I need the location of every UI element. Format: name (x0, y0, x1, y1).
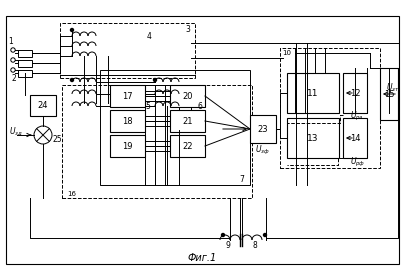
Text: $U_{рф}$: $U_{рф}$ (350, 155, 365, 168)
Text: 10: 10 (283, 50, 292, 56)
Text: $U_{рa}$: $U_{рa}$ (350, 110, 364, 123)
Text: 2: 2 (11, 73, 16, 83)
Bar (287, 73, 339, 113)
Text: 24: 24 (38, 101, 48, 110)
Text: $U_{зф}$: $U_{зф}$ (255, 143, 270, 157)
Bar (170, 135, 205, 157)
Text: 1: 1 (9, 36, 13, 46)
Circle shape (222, 234, 224, 237)
Text: 8: 8 (253, 242, 257, 250)
Circle shape (70, 78, 73, 81)
Text: Фиг.1: Фиг.1 (188, 253, 217, 263)
Text: $U_{зд}$: $U_{зд}$ (9, 126, 23, 138)
Text: 5: 5 (145, 101, 150, 110)
Circle shape (70, 29, 73, 31)
Text: 12: 12 (350, 88, 360, 98)
Text: 14: 14 (350, 133, 360, 143)
Text: 7: 7 (240, 175, 245, 185)
Bar (170, 85, 205, 107)
Bar (100, 70, 250, 185)
Bar (18, 49, 32, 56)
Circle shape (153, 78, 156, 81)
Bar (62, 85, 252, 198)
Text: 17: 17 (122, 91, 133, 101)
Bar (60, 23, 195, 78)
Text: 11: 11 (307, 88, 319, 98)
Text: 25: 25 (52, 135, 62, 143)
Text: 6: 6 (198, 101, 202, 110)
Text: 4: 4 (147, 31, 151, 41)
Text: 13: 13 (307, 133, 319, 143)
Bar (280, 48, 380, 168)
Bar (110, 85, 145, 107)
Text: 21: 21 (182, 116, 193, 125)
Bar (170, 110, 205, 132)
Text: 19: 19 (122, 142, 133, 150)
Text: 9: 9 (226, 242, 230, 250)
Text: 23: 23 (258, 125, 268, 133)
Bar (343, 73, 367, 113)
Text: 18: 18 (122, 116, 133, 125)
Bar (287, 118, 339, 158)
Text: 22: 22 (182, 142, 193, 150)
Text: 16: 16 (68, 191, 77, 197)
Text: $U_{зт}$: $U_{зт}$ (386, 82, 400, 94)
Bar (343, 118, 367, 158)
Text: 15: 15 (384, 90, 394, 98)
Bar (6, 16, 399, 264)
Bar (110, 135, 145, 157)
Bar (250, 115, 276, 143)
Text: 20: 20 (182, 91, 193, 101)
Circle shape (264, 234, 266, 237)
Bar (18, 59, 32, 66)
Bar (380, 68, 398, 120)
Bar (18, 70, 32, 76)
Text: 3: 3 (185, 24, 190, 34)
Bar (110, 110, 145, 132)
Bar (30, 95, 56, 116)
